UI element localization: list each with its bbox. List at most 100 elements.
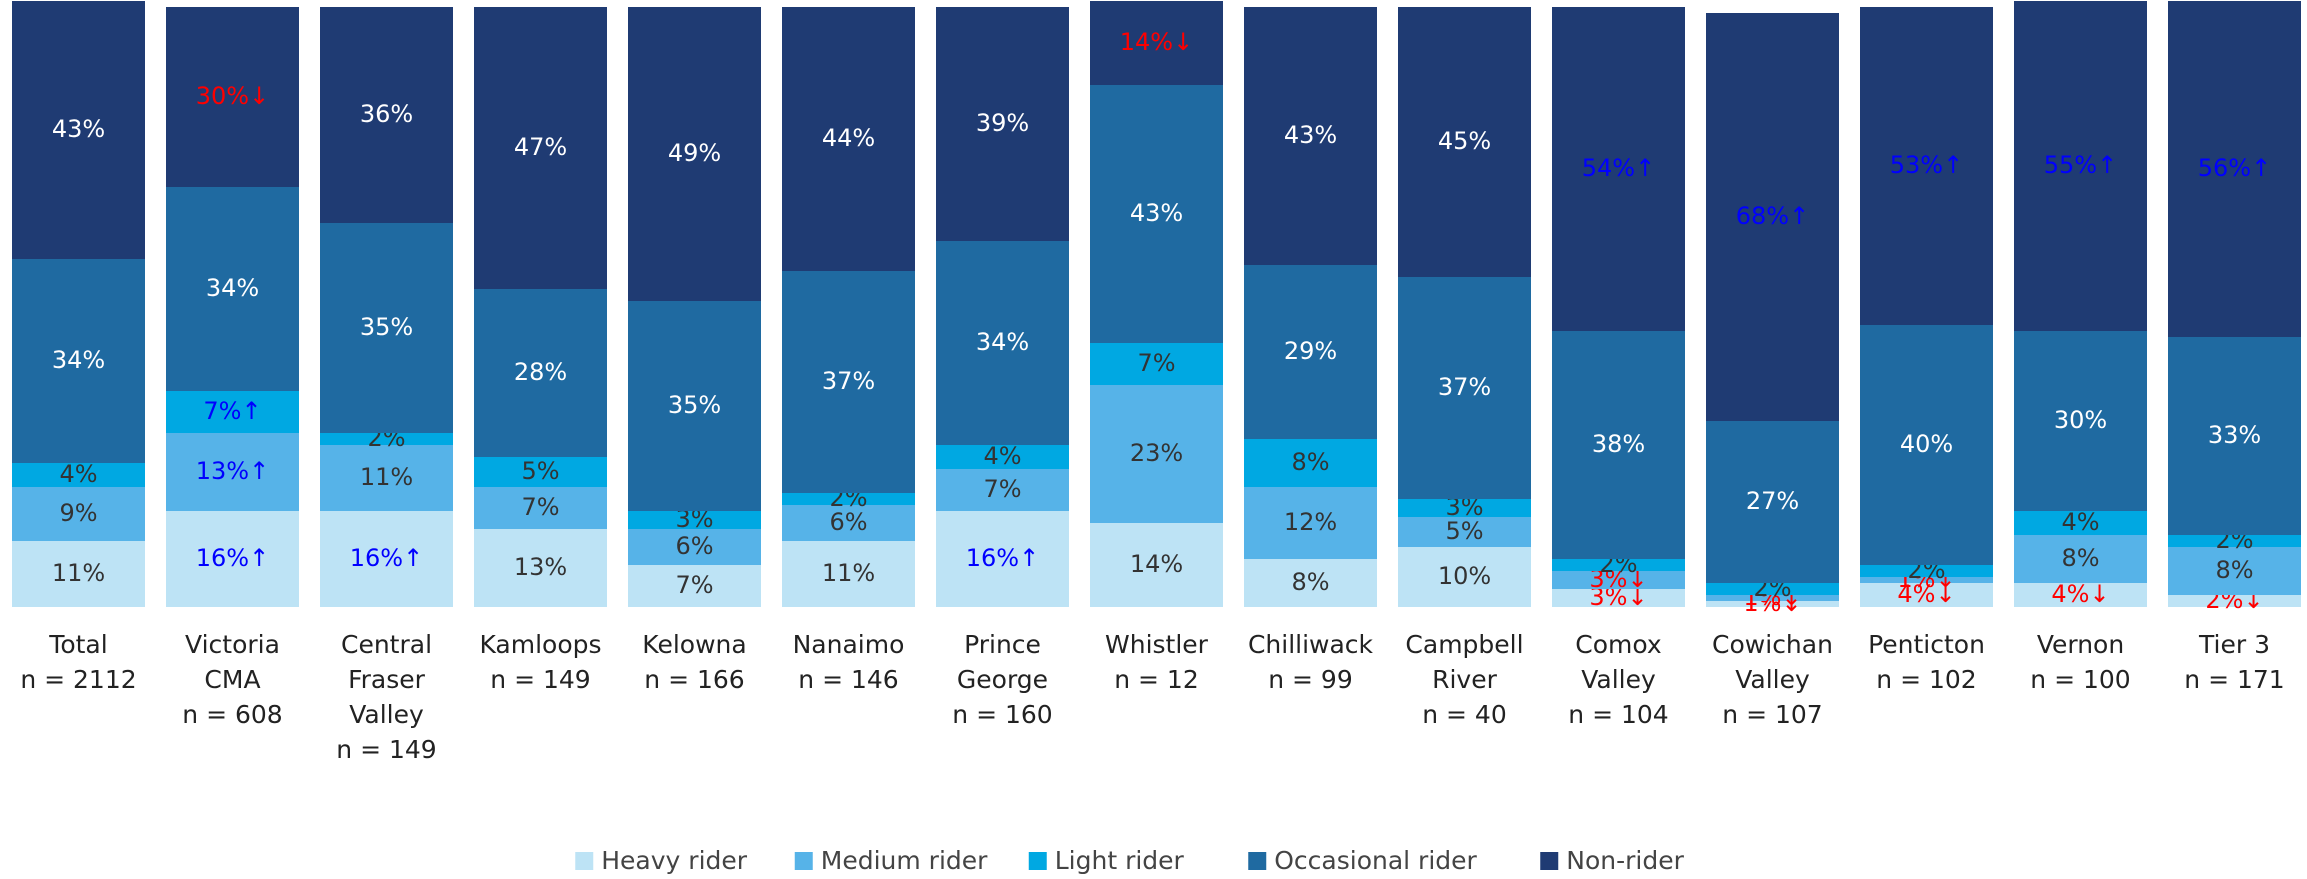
bar-segment (1552, 7, 1685, 331)
legend-label: Light rider (1055, 846, 1185, 875)
bar-segment (12, 541, 145, 607)
data-label: 54%↑ (1582, 154, 1655, 182)
data-label: 45% (1438, 127, 1491, 155)
data-label: 34% (976, 328, 1029, 356)
bar-segment (166, 511, 299, 607)
data-label: 30%↓ (196, 82, 269, 110)
bar-segment (474, 529, 607, 607)
bar-segment (320, 223, 453, 433)
data-label: 16%↑ (350, 544, 423, 572)
bar-segment (474, 7, 607, 289)
data-label: 16%↑ (196, 544, 269, 572)
data-label: 49% (668, 139, 721, 167)
data-label: 8% (2061, 544, 2099, 572)
x-tick-label: n = 107 (1722, 700, 1822, 729)
bar-segment (1244, 265, 1377, 439)
data-label: 47% (514, 133, 567, 161)
bar-segment (1398, 499, 1531, 517)
x-tick-label: n = 102 (1876, 665, 1976, 694)
data-label: 8% (1291, 448, 1329, 476)
x-tick-label: n = 149 (490, 665, 590, 694)
bar-segment (1090, 385, 1223, 523)
bar-segment (936, 469, 1069, 511)
bar-segment (2168, 547, 2301, 595)
bar-segment (2168, 535, 2301, 547)
bar-segment (1860, 577, 1993, 583)
data-label: 38% (1592, 430, 1645, 458)
bar-segment (628, 565, 761, 607)
data-label: 9% (59, 499, 97, 527)
x-tick-label: n = 166 (644, 665, 744, 694)
bar-segment (1860, 7, 1993, 325)
bar-segment (2014, 331, 2147, 511)
bar-segment (1706, 595, 1839, 601)
data-label: 35% (360, 313, 413, 341)
bar-segment (166, 187, 299, 391)
x-tick-label: n = 40 (1422, 700, 1507, 729)
x-tick-label: n = 2112 (20, 665, 136, 694)
x-tick-label: Cowichan (1712, 630, 1833, 659)
bar-segment (2014, 511, 2147, 535)
data-label: 5% (1445, 517, 1483, 545)
bar-segment (782, 271, 915, 493)
x-tick-label: Nanaimo (793, 630, 905, 659)
legend-swatch (1028, 852, 1047, 870)
data-label: 53%↑ (1890, 151, 1963, 179)
bar-segment (1860, 565, 1993, 577)
data-label: 6% (675, 532, 713, 560)
x-tick-label: n = 12 (1114, 665, 1199, 694)
x-tick-label: Valley (349, 700, 424, 729)
data-label: 68%↑ (1736, 202, 1809, 230)
bar-segment (1706, 13, 1839, 421)
bar-segment (320, 7, 453, 223)
bar-segment (12, 259, 145, 463)
bar-segment (320, 511, 453, 607)
data-label: 4% (983, 442, 1021, 470)
bar-segment (474, 457, 607, 487)
x-tick-label: Kamloops (479, 630, 601, 659)
bar-segment (12, 1, 145, 259)
bar-segment (782, 7, 915, 271)
data-label: 30% (2054, 406, 2107, 434)
data-label: 8% (2215, 556, 2253, 584)
data-label: 13%↑ (196, 457, 269, 485)
x-tick-label: Tier 3 (2198, 630, 2270, 659)
data-label: 43% (1130, 199, 1183, 227)
data-label: 4% (2061, 508, 2099, 536)
bar-segment (1552, 571, 1685, 589)
data-label: 7% (1137, 349, 1175, 377)
x-tick-label: Whistler (1105, 630, 1209, 659)
bar-segment (1552, 331, 1685, 559)
bar-segment (2168, 1, 2301, 337)
data-label: 11% (822, 559, 875, 587)
data-label: 13% (514, 553, 567, 581)
bar-segment (1398, 7, 1531, 277)
x-tick-label: Vernon (2037, 630, 2124, 659)
x-tick-label: Fraser (348, 665, 426, 694)
data-label: 14% (1130, 550, 1183, 578)
x-tick-label: n = 149 (336, 735, 436, 764)
bar-segment (1860, 583, 1993, 607)
x-tick-label: Valley (1581, 665, 1656, 694)
data-label: 33% (2208, 421, 2261, 449)
bar-segment (12, 487, 145, 541)
x-tick-label: n = 171 (2184, 665, 2284, 694)
bar-segment (1244, 439, 1377, 487)
x-tick-label: Penticton (1868, 630, 1985, 659)
data-label: 34% (206, 274, 259, 302)
data-label: 12% (1284, 508, 1337, 536)
x-tick-label: Campbell (1405, 630, 1523, 659)
bar-segment (166, 391, 299, 433)
data-label: 56%↑ (2198, 154, 2271, 182)
x-tick-label: n = 160 (952, 700, 1052, 729)
x-tick-label: Comox (1575, 630, 1661, 659)
legend-swatch (1540, 852, 1559, 870)
data-label: 5% (521, 457, 559, 485)
data-label: 11% (52, 559, 105, 587)
bar-segment (936, 241, 1069, 445)
bar-segment (2014, 535, 2147, 583)
data-label: 7% (983, 475, 1021, 503)
data-label: 43% (1284, 121, 1337, 149)
bar-segment (320, 445, 453, 511)
data-label: 7% (675, 571, 713, 599)
